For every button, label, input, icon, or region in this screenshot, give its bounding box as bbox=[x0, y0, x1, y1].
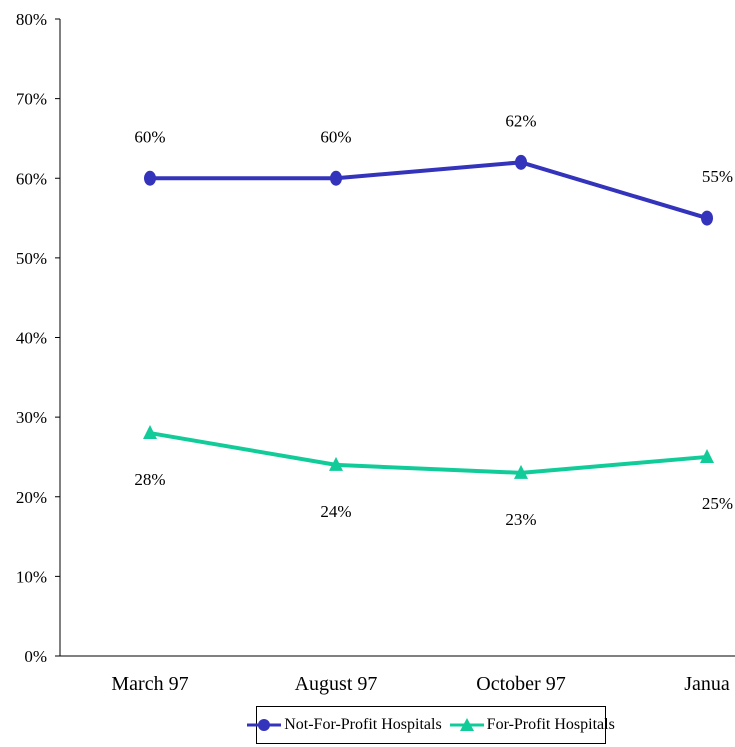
data-point-triangle bbox=[514, 464, 528, 479]
data-label: 23% bbox=[505, 510, 536, 529]
data-label: 24% bbox=[320, 502, 351, 521]
data-point-circle bbox=[701, 210, 713, 226]
data-label: 60% bbox=[134, 127, 165, 146]
y-tick-label: 20% bbox=[16, 488, 47, 507]
series-line bbox=[150, 160, 708, 220]
y-tick-label: 10% bbox=[16, 567, 47, 586]
y-tick-label: 50% bbox=[16, 249, 47, 268]
y-tick-label: 60% bbox=[16, 169, 47, 188]
legend-label-not-for-profit: Not-For-Profit Hospitals bbox=[284, 716, 442, 733]
y-tick-label: 70% bbox=[16, 90, 47, 109]
data-point-triangle bbox=[329, 456, 343, 471]
legend-triangle-marker-icon bbox=[449, 718, 484, 731]
y-tick-label: 30% bbox=[16, 408, 47, 427]
data-label: 25% bbox=[702, 494, 733, 513]
data-point-circle bbox=[144, 170, 156, 186]
data-label: 28% bbox=[134, 470, 165, 489]
data-point-circle bbox=[330, 170, 342, 186]
data-point-triangle bbox=[700, 448, 714, 463]
data-point-triangle bbox=[143, 425, 157, 440]
x-tick-label: August 97 bbox=[295, 673, 378, 695]
y-tick-label: 40% bbox=[16, 329, 47, 348]
data-labels: 60% 60% 62% 55% 28% 24% 23% 25% bbox=[134, 111, 733, 529]
axes: 0% 10% 20% 30% 40% 50% 60% 70% 80% March 97 August… bbox=[16, 10, 735, 695]
x-tick-label: Janua bbox=[684, 673, 730, 695]
legend-circle-marker-icon bbox=[247, 719, 282, 731]
series-line bbox=[149, 431, 708, 475]
data-label: 60% bbox=[320, 127, 351, 146]
legend: Not-For-Profit Hospitals For-Profit Hosp… bbox=[247, 706, 615, 744]
legend-item-for-profit: For-Profit Hospitals bbox=[449, 716, 615, 734]
legend-label-for-profit: For-Profit Hospitals bbox=[486, 716, 615, 733]
x-tick-label: October 97 bbox=[476, 673, 565, 695]
y-tick-label: 0% bbox=[24, 647, 47, 666]
legend-item-not-for-profit: Not-For-Profit Hospitals bbox=[247, 716, 442, 734]
data-point-circle bbox=[515, 154, 527, 170]
data-label: 55% bbox=[702, 167, 733, 186]
series-layer bbox=[143, 154, 714, 479]
data-label: 62% bbox=[505, 111, 536, 130]
x-tick-label: March 97 bbox=[111, 673, 188, 695]
y-tick-label: 80% bbox=[16, 10, 47, 29]
